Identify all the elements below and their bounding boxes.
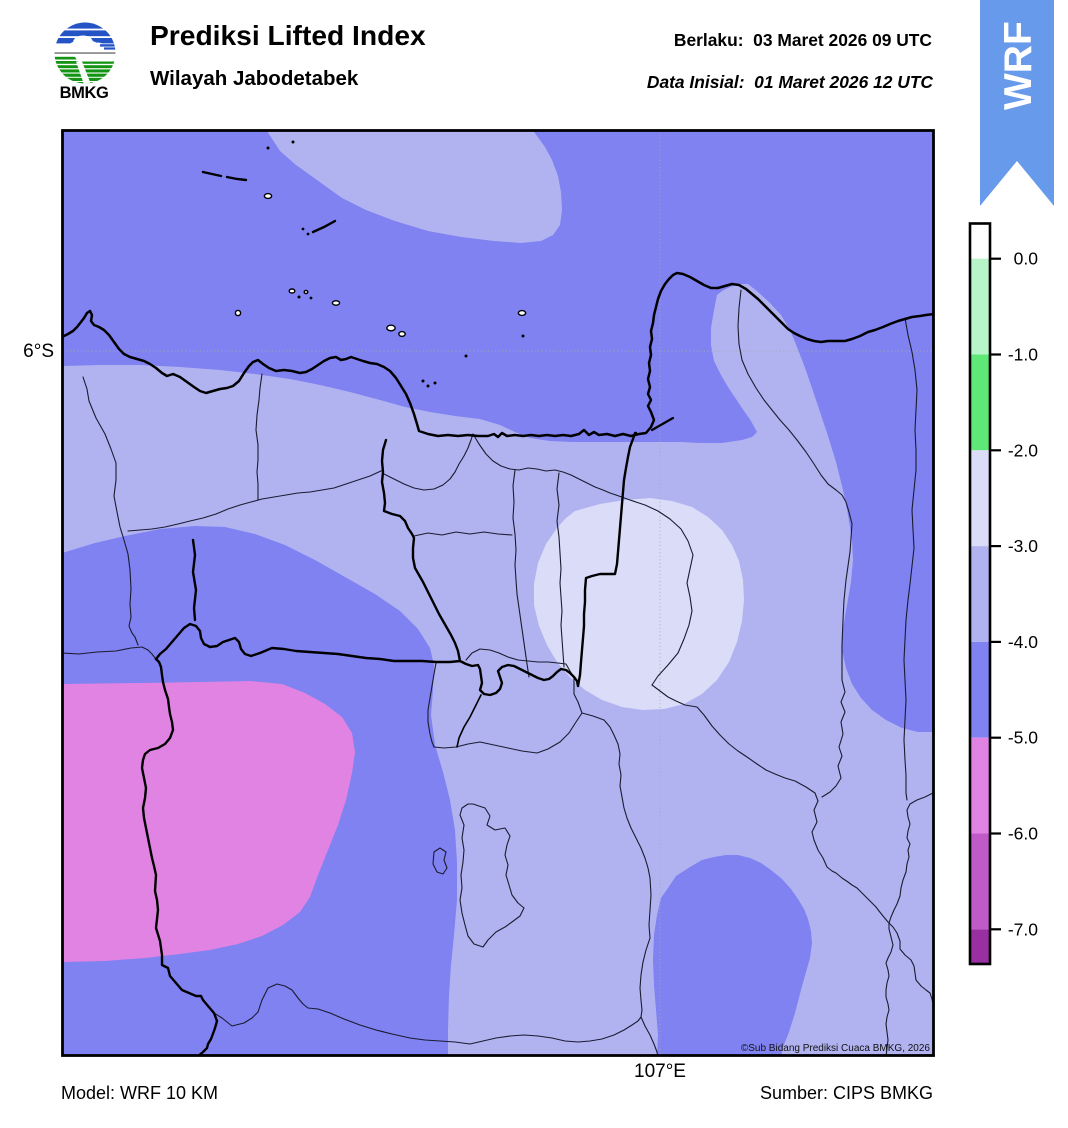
- svg-text:-6.0: -6.0: [1008, 824, 1038, 844]
- svg-text:-5.0: -5.0: [1008, 728, 1038, 748]
- svg-text:-1.0: -1.0: [1008, 345, 1038, 365]
- svg-text:-2.0: -2.0: [1008, 440, 1038, 460]
- svg-text:BMKG: BMKG: [60, 84, 109, 102]
- svg-text:WRF: WRF: [997, 21, 1040, 110]
- svg-text:©Sub Bidang Prediksi Cuaca BMK: ©Sub Bidang Prediksi Cuaca BMKG, 2026: [741, 1043, 931, 1054]
- svg-text:-7.0: -7.0: [1008, 919, 1038, 939]
- svg-text:0.0: 0.0: [1014, 249, 1039, 269]
- svg-text:107°E: 107°E: [634, 1061, 686, 1082]
- svg-text:6°S: 6°S: [23, 341, 54, 362]
- svg-text:-3.0: -3.0: [1008, 536, 1038, 556]
- svg-text:-4.0: -4.0: [1008, 632, 1038, 652]
